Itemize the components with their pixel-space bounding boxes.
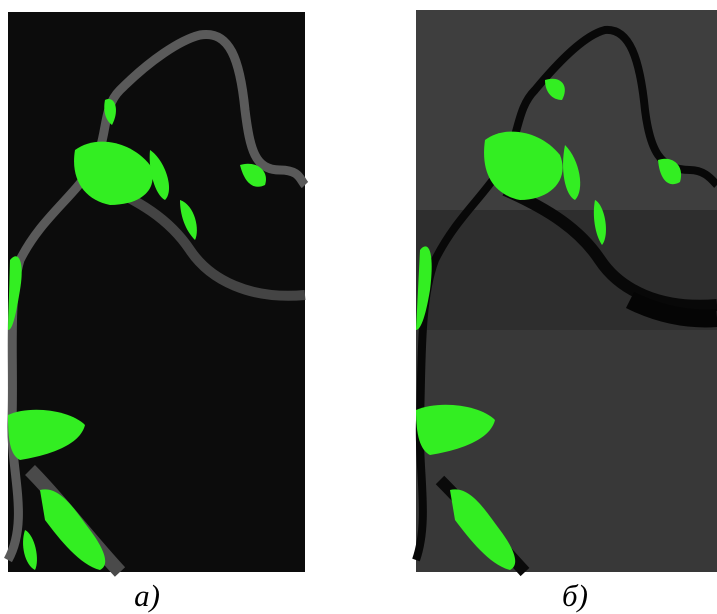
panel-label: а) [87, 578, 207, 614]
panel-label: б) [515, 578, 635, 614]
figure [0, 0, 717, 612]
page: а) б) (() => { const data = JSON.parse(d… [0, 0, 717, 612]
satellite-image-a [8, 12, 305, 572]
satellite-image-b [416, 10, 717, 572]
